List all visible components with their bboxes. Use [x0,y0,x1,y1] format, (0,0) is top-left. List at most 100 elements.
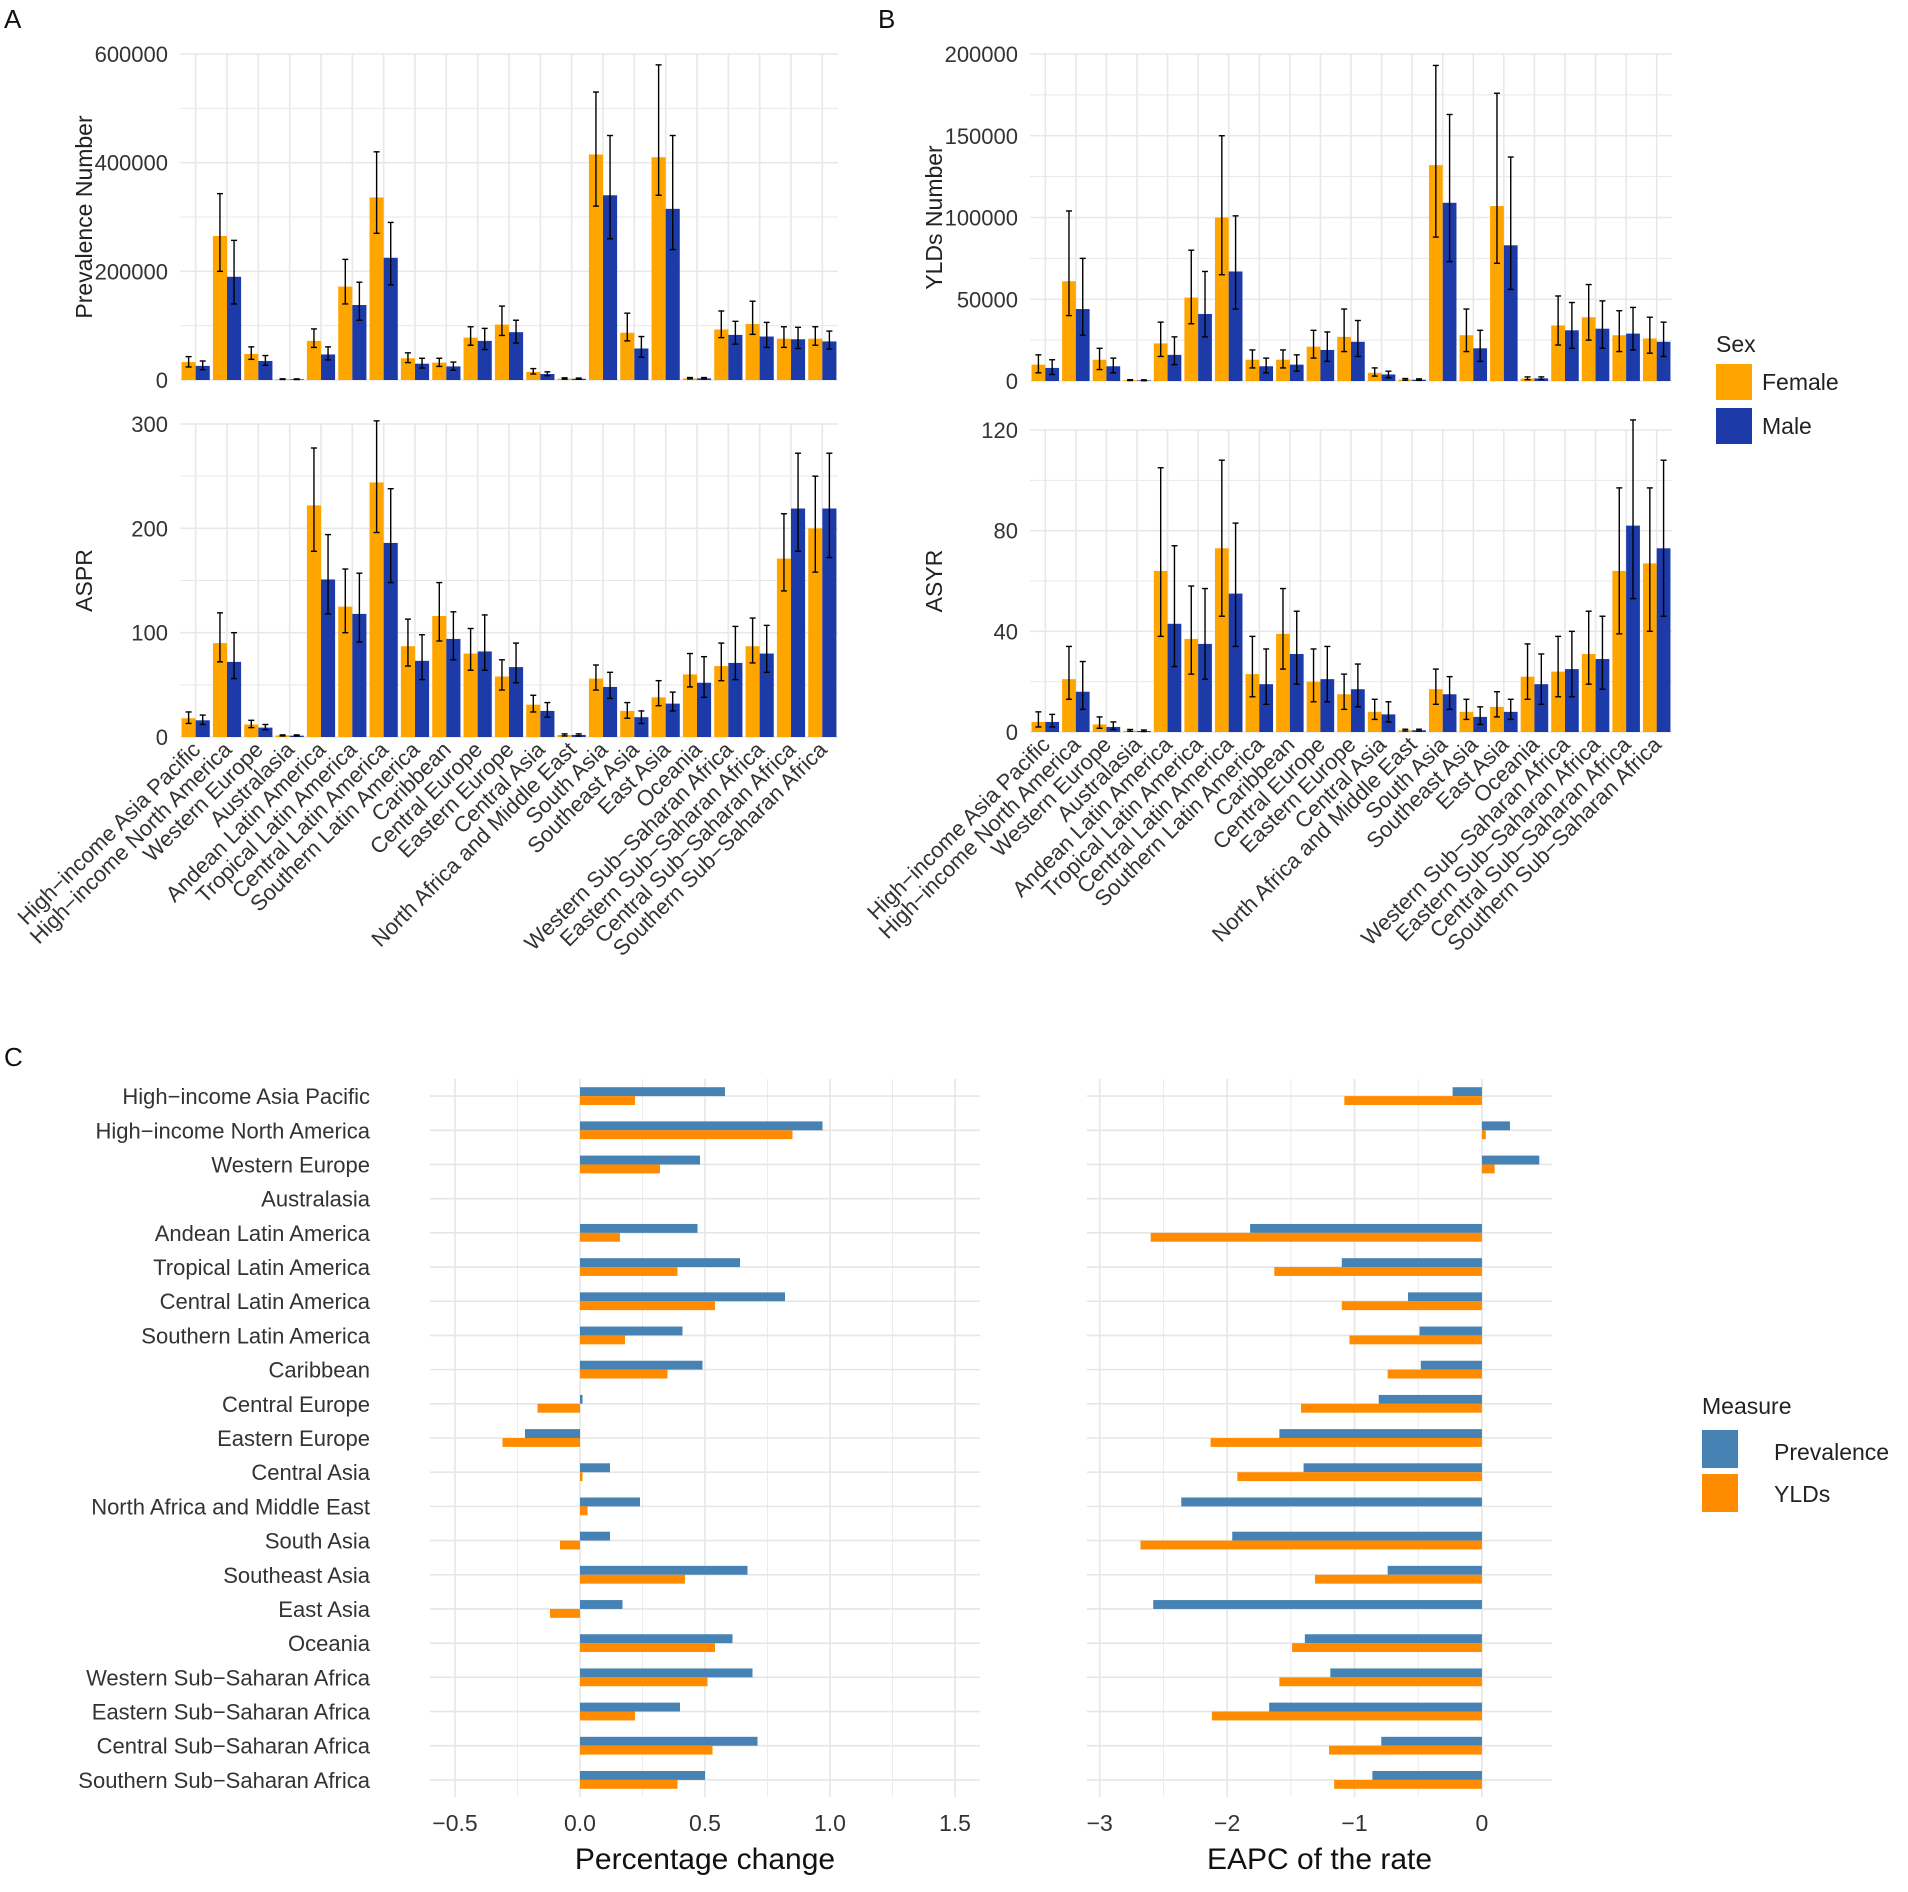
bar-male [1075,309,1090,381]
chart-prevalence_number: 0 200000 400000 600000 Prevalence Number [71,42,838,393]
bar-male [697,682,712,737]
bar-female [808,528,823,737]
bar-female [1428,165,1443,381]
bar-prevalence [580,1155,700,1165]
legend-label-prevalence: Prevalence [1774,1439,1889,1465]
bar-prevalence [1481,1121,1510,1131]
bar-prevalence [1279,1429,1482,1438]
bar-prevalence [1303,1463,1482,1473]
y-category-label: High−income Asia Pacific [122,1084,370,1109]
bar-ylds [550,1608,580,1618]
bar-male [759,653,774,737]
bar-ylds [580,1643,715,1653]
bar-ylds [537,1403,580,1413]
bar-female [651,697,666,737]
bar-male [603,195,618,380]
y-category-label: Tropical Latin America [153,1255,371,1280]
bar-female [1184,638,1199,732]
bar-female [1551,325,1565,381]
bar-male [321,579,336,737]
bar-male [446,638,461,737]
bar-female [776,558,791,737]
bar-female [776,338,791,380]
bar-male [195,720,210,737]
y-category-label: East Asia [278,1597,370,1622]
bar-female [369,482,384,737]
sex-legend: Sex Female Male [1716,331,1839,444]
bar-female [526,371,541,380]
y-category-label: Eastern Europe [217,1426,370,1451]
y-category-label: Oceania [288,1631,371,1656]
bar-male [352,305,367,380]
bar-prevalence [580,1531,610,1541]
bar-prevalence [1153,1600,1482,1609]
bar-ylds [1210,1438,1482,1447]
bar-male [1198,643,1212,732]
bar-female [1520,676,1535,732]
bar-female [620,332,635,380]
bar-prevalence [1419,1326,1482,1336]
bar-male [509,667,524,737]
bar-ylds [1334,1779,1482,1789]
y-tick-label: 80 [994,519,1018,544]
bar-male [415,660,430,737]
bar-female [1306,346,1321,381]
bar-prevalence [1330,1668,1482,1678]
bar-prevalence [1372,1771,1482,1780]
x-axis-label: Percentage change [575,1843,835,1876]
bar-female [1214,217,1229,381]
bar-prevalence [580,1771,705,1780]
bar-ylds [580,1711,635,1721]
bar-prevalence [1381,1736,1482,1746]
y-axis-label: ASYR [921,550,947,613]
bar-male [1534,684,1549,732]
bar-ylds [580,1232,620,1242]
bar-ylds [580,1472,583,1482]
bar-male [258,360,273,380]
bar-female [1184,297,1199,381]
x-tick-label: 0.5 [689,1810,721,1836]
y-tick-label: 0 [1006,369,1018,394]
bar-prevalence [1408,1292,1482,1302]
y-category-label: Eastern Sub−Saharan Africa [92,1700,371,1725]
y-category-label: Central Europe [222,1392,370,1417]
bar-male [759,336,774,380]
x-tick-label: −0.5 [432,1810,477,1836]
bar-ylds [1140,1540,1482,1550]
bar-female [588,154,603,380]
bar-male [791,339,806,380]
bar-male [383,257,398,380]
bar-prevalence [580,1668,753,1678]
bar-female [338,606,353,737]
bar-prevalence [1387,1565,1482,1575]
bar-prevalence [1304,1634,1482,1644]
bar-female [494,676,509,737]
bar-ylds [580,1506,588,1516]
bar-male [477,340,492,380]
bar-male [1473,348,1488,381]
bar-male [1075,691,1090,732]
bar-female [808,338,823,380]
x-tick-label: 1.5 [939,1810,971,1836]
bar-prevalence [1269,1702,1482,1712]
bar-female [369,197,384,380]
bar-male [634,717,649,737]
bar-prevalence [580,1121,823,1131]
bar-ylds [580,1267,678,1276]
bar-male [822,508,837,737]
bar-male [1626,525,1640,732]
bar-female [181,718,196,737]
bar-male [1289,653,1304,732]
y-category-label: Southeast Asia [223,1563,371,1588]
x-tick-label: 0 [1476,1810,1489,1836]
bar-male [1351,341,1365,381]
y-tick-label: 50000 [957,287,1018,312]
bar-female [1459,335,1474,381]
bar-ylds [580,1130,793,1140]
bar-ylds [580,1745,713,1755]
y-category-label: Central Asia [251,1460,370,1485]
bar-male [383,542,398,737]
bar-female [745,646,760,737]
